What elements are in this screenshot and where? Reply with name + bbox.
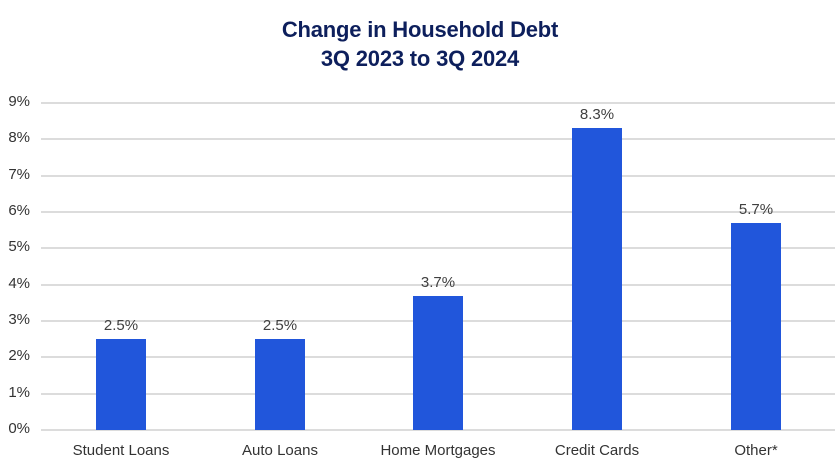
y-axis-tick-label: 1% bbox=[8, 383, 30, 401]
bar-value-label: 3.7% bbox=[420, 273, 456, 291]
y-axis-tick-label: 9% bbox=[8, 93, 30, 110]
chart-title-line-2: 3Q 2023 to 3Q 2024 bbox=[320, 46, 520, 71]
bar-value-label: 2.5% bbox=[103, 317, 139, 335]
gridline bbox=[41, 174, 835, 177]
gridline bbox=[41, 211, 835, 213]
y-axis-tick-label: 3% bbox=[8, 311, 30, 328]
bar bbox=[96, 339, 146, 430]
bar bbox=[731, 222, 781, 430]
gridline bbox=[41, 429, 835, 431]
y-axis-tick-label: 7% bbox=[8, 165, 30, 183]
bar-value-label: 8.3% bbox=[579, 106, 615, 124]
y-axis-tick-label: 4% bbox=[8, 274, 30, 292]
gridline bbox=[41, 102, 835, 104]
y-axis-tick-label: 2% bbox=[8, 347, 30, 365]
bar-value-label: 2.5% bbox=[262, 317, 298, 335]
bar bbox=[413, 295, 463, 430]
bar-value-label: 5.7% bbox=[738, 200, 774, 218]
bar bbox=[255, 339, 305, 430]
gridline bbox=[41, 247, 835, 250]
y-axis-tick-label: 5% bbox=[8, 238, 30, 256]
y-axis-tick-label: 0% bbox=[8, 420, 30, 437]
chart-title: Change in Household Debt 3Q 2023 to 3Q 2… bbox=[0, 15, 840, 73]
x-axis-category-label: Credit Cards bbox=[554, 442, 640, 459]
x-axis-category-label: Student Loans bbox=[72, 442, 170, 459]
gridline bbox=[41, 138, 835, 141]
x-axis-category-label: Auto Loans bbox=[242, 442, 318, 459]
x-axis-category-label: Home Mortgages bbox=[380, 442, 496, 459]
bar bbox=[572, 128, 622, 430]
x-axis-category-label: Other* bbox=[734, 442, 778, 459]
gridline bbox=[41, 283, 835, 286]
y-axis-tick-label: 8% bbox=[8, 129, 30, 147]
chart-title-line-1: Change in Household Debt bbox=[281, 17, 559, 42]
y-axis-tick-label: 6% bbox=[8, 202, 30, 219]
